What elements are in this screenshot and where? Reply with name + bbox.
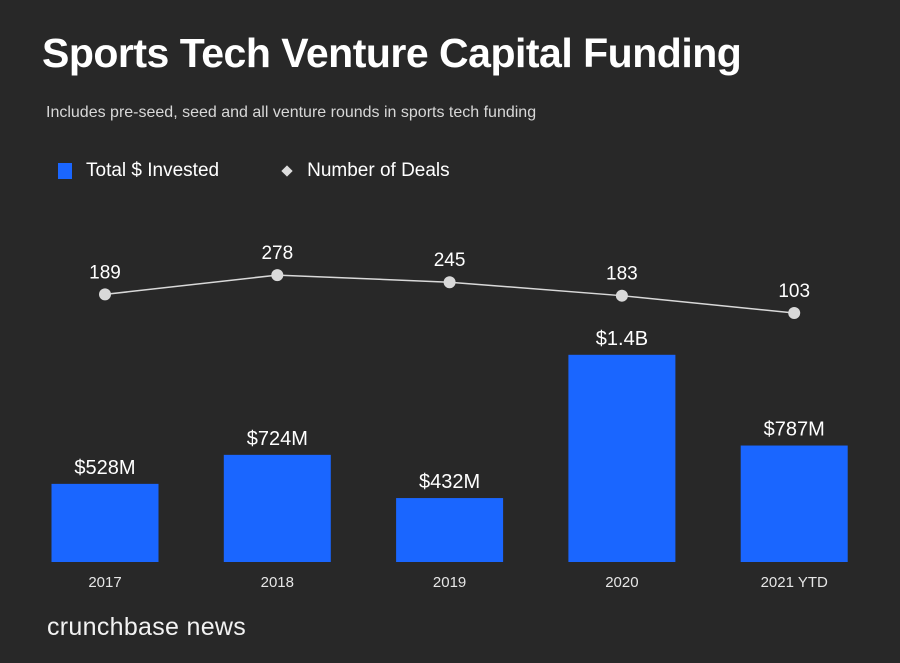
category-label: 2021 YTD xyxy=(761,574,828,591)
legend-label-deals: Number of Deals xyxy=(307,160,450,181)
legend-bar-swatch xyxy=(58,163,72,179)
chart-title: Sports Tech Venture Capital Funding xyxy=(42,30,742,76)
deals-value-label: 278 xyxy=(261,243,293,264)
bar-2020 xyxy=(568,354,676,562)
deals-value-label: 183 xyxy=(606,264,638,285)
bar-value-label: $432M xyxy=(419,471,480,493)
chart-subtitle: Includes pre-seed, seed and all venture … xyxy=(46,104,537,121)
bar-2018 xyxy=(223,454,331,562)
bar-value-label: $724M xyxy=(247,428,308,450)
category-label: 2018 xyxy=(261,574,294,591)
category-label: 2020 xyxy=(605,574,638,591)
category-label: 2019 xyxy=(433,574,466,591)
deals-point xyxy=(99,288,111,301)
brand-logo: crunchbase news xyxy=(47,613,247,641)
bar-2021-YTD xyxy=(740,445,848,562)
bar-value-label: $1.4B xyxy=(596,328,648,350)
deals-value-label: 103 xyxy=(778,281,810,302)
deals-point xyxy=(271,269,284,282)
legend-label-invested: Total $ Invested xyxy=(86,160,220,181)
deals-point xyxy=(443,276,456,289)
legend: Total $ Invested Number of Deals xyxy=(58,160,450,182)
bar-value-label: $787M xyxy=(764,419,825,441)
category-label: 2017 xyxy=(88,574,121,591)
bar-2017 xyxy=(51,483,159,562)
bar-2019 xyxy=(396,498,504,562)
deals-value-label: 189 xyxy=(89,262,121,283)
deals-point xyxy=(615,289,628,302)
deals-value-label: 245 xyxy=(434,250,466,271)
deals-point xyxy=(788,307,801,320)
bar-value-label: $528M xyxy=(74,457,135,479)
